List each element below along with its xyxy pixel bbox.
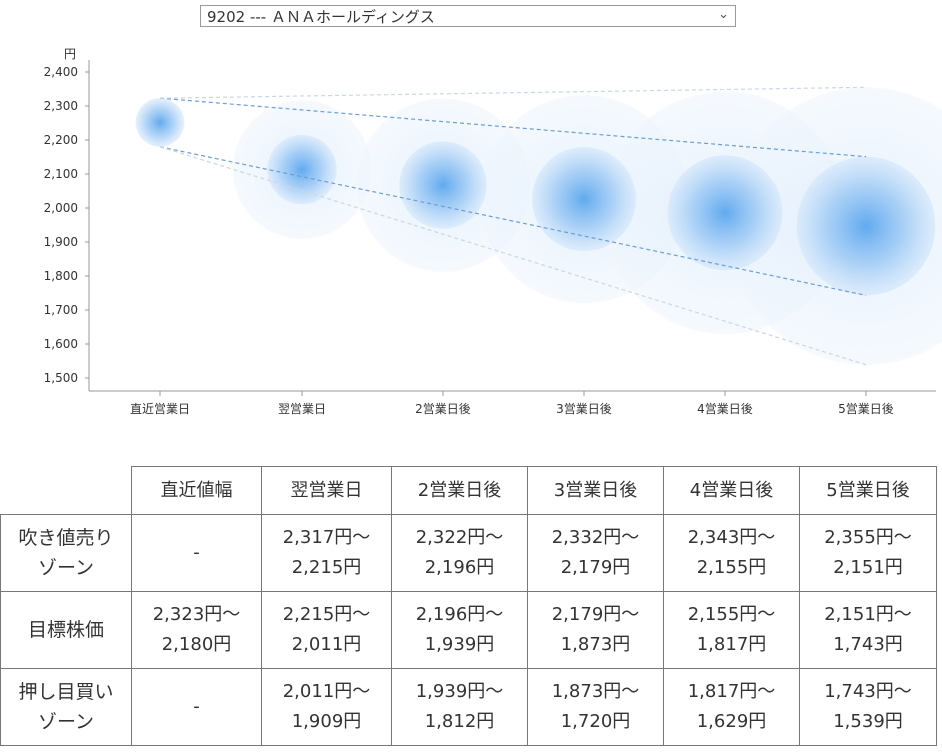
target-bubble (667, 155, 783, 271)
table-cell: 1,817円～ 1,629円 (663, 668, 800, 746)
zone-high-line (159, 86, 867, 99)
chevron-down-icon: ⌄ (718, 7, 729, 22)
table-cell: 2,155円～ 1,817円 (663, 591, 800, 669)
projection-chart: 円 1,500 1,600 1,700 1,800 1,900 2,000 2,100 2,20… (44, 47, 942, 416)
table-header: 3営業日後 (527, 466, 664, 515)
forecast-table: 直近値幅 翌営業日 2営業日後 3営業日後 4営業日後 5営業日後 吹き値売り ゾーン -2,… (0, 466, 937, 746)
target-bubble (399, 141, 487, 229)
y-tick-label: 1,900 (44, 235, 78, 249)
x-tick-label: 翌営業日 (278, 402, 326, 416)
table-cell: 1,743円～ 1,539円 (799, 668, 937, 746)
stock-select[interactable]: 9202 --- ＡＮＡホールディングス ⌄ (200, 5, 736, 27)
table-cell: 1,939円～ 1,812円 (391, 668, 528, 746)
target-bubble (135, 98, 185, 147)
y-tick-label: 1,800 (44, 269, 78, 283)
table-cell: 2,215円～ 2,011円 (261, 591, 392, 669)
x-tick-label: 4営業日後 (697, 402, 753, 416)
table-cell: - (131, 514, 262, 592)
stock-select-value: 9202 --- ＡＮＡホールディングス (207, 7, 435, 26)
table-cell: 2,323円～ 2,180円 (131, 591, 262, 669)
target-low-line (159, 146, 867, 296)
table-cell: 2,151円～ 1,743円 (799, 591, 937, 669)
table-row: 目標株価 2,323円～ 2,180円 2,215円～ 2,011円 2,196円～ 1,9… (0, 591, 937, 669)
y-tick-label: 2,300 (44, 99, 78, 113)
y-tick-label: 1,600 (44, 337, 78, 351)
table-cell: 2,343円～ 2,155円 (663, 514, 800, 592)
table-header: 5営業日後 (799, 466, 937, 515)
target-bubble (531, 147, 637, 252)
table-header: 直近値幅 (131, 466, 262, 515)
table-corner (0, 466, 132, 515)
target-bubble (796, 156, 936, 296)
y-unit-label: 円 (64, 47, 76, 61)
target-high-line (159, 97, 867, 158)
table-cell: 1,873円～ 1,720円 (527, 668, 664, 746)
table-cell: 2,332円～ 2,179円 (527, 514, 664, 592)
y-tick-label: 2,400 (44, 65, 78, 79)
x-tick-label: 直近営業日 (130, 402, 190, 416)
table-row: 吹き値売り ゾーン -2,317円～ 2,215円 2,322円～ 2,196円 2,332… (0, 514, 937, 592)
table-cell: 2,355円～ 2,151円 (799, 514, 937, 592)
y-tick-label: 1,700 (44, 303, 78, 317)
target-bubble (267, 134, 337, 205)
table-header: 翌営業日 (261, 466, 392, 515)
row-label: 吹き値売り ゾーン (0, 514, 132, 592)
table-cell: 2,317円～ 2,215円 (261, 514, 392, 592)
table-cell: 2,179円～ 1,873円 (527, 591, 664, 669)
table-header: 4営業日後 (663, 466, 800, 515)
table-header: 2営業日後 (391, 466, 528, 515)
y-tick-label: 2,100 (44, 167, 78, 181)
x-tick-label: 2営業日後 (415, 402, 471, 416)
row-label: 目標株価 (0, 591, 132, 669)
table-cell: - (131, 668, 262, 746)
y-tick-label: 2,200 (44, 133, 78, 147)
y-tick-label: 1,500 (44, 371, 78, 385)
row-label: 押し目買い ゾーン (0, 668, 132, 746)
table-cell: 2,322円～ 2,196円 (391, 514, 528, 592)
y-tick-label: 2,000 (44, 201, 78, 215)
x-tick-label: 3営業日後 (556, 402, 612, 416)
table-row: 押し目買い ゾーン -2,011円～ 1,909円 1,939円～ 1,812円 1,873… (0, 668, 937, 746)
table-cell: 2,196円～ 1,939円 (391, 591, 528, 669)
table-cell: 2,011円～ 1,909円 (261, 668, 392, 746)
x-tick-label: 5営業日後 (838, 402, 894, 416)
